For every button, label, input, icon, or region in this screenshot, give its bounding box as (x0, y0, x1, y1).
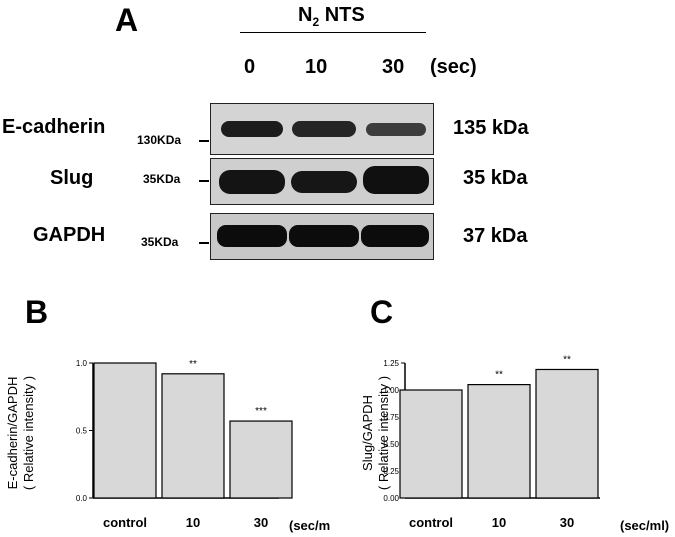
chart-c-xunit: (sec/ml) (620, 518, 669, 533)
chart-c-ytick-label: 0.50 (383, 440, 399, 449)
chart-c-ytick-label: 0.00 (383, 494, 399, 503)
treatment-subscript: 2 (312, 15, 320, 29)
blot-gapdh (210, 213, 434, 260)
chart-b-xtick-label: 10 (186, 515, 200, 530)
chart-b-ytick-label: 1.0 (76, 359, 88, 368)
chart-c-ytick-label: 1.25 (383, 359, 399, 368)
marker-label-gapdh: 35KDa (141, 235, 179, 249)
chart-c-xtick-label: control (409, 515, 453, 530)
chart-b-significance-label: *** (255, 406, 267, 417)
chart-b-bar (93, 362, 157, 499)
blot-ecadherin (210, 103, 434, 155)
treatment-bracket-line (240, 32, 426, 33)
chart-b-bar (161, 373, 225, 499)
chart-b-ytick-label: 0.0 (76, 494, 88, 503)
band-ecadherin-10 (292, 121, 356, 137)
chart-b-ylabel: E-cadherin/GAPDH ( Relative intensity ) (5, 376, 36, 490)
chart-b-significance-label: ** (189, 359, 197, 370)
chart-c-ylabel: Slug/GAPDH ( Relative intensity ) (360, 376, 391, 490)
chart-b-bar (229, 420, 293, 499)
band-ecadherin-30 (366, 123, 426, 136)
protein-label-gapdh: GAPDH (33, 224, 106, 246)
band-slug-10 (291, 171, 357, 193)
panel-c-letter: C (370, 294, 394, 330)
chart-c: Slug/GAPDH ( Relative intensity ) 0.00 0.… (360, 354, 669, 533)
band-slug-0 (219, 170, 285, 194)
marker-label-ecadherin: 130KDa (137, 133, 182, 147)
treatment-label: N2 NTS (298, 4, 365, 29)
treatment-main: N (298, 4, 313, 26)
band-gapdh-10 (289, 225, 359, 247)
panel-b-letter: B (25, 294, 49, 330)
chart-b: E-cadherin/GAPDH ( Relative intensity ) … (5, 359, 330, 533)
blot-slug (210, 158, 434, 205)
chart-c-bar (399, 389, 463, 499)
chart-c-significance-label: ** (563, 354, 571, 365)
chart-b-ytick-label: 0.5 (76, 427, 88, 436)
chart-c-ytick-label: 0.75 (383, 413, 399, 422)
chart-b-xtick-label: 30 (254, 515, 268, 530)
chart-c-bar (535, 368, 599, 499)
size-label-ecadherin: 135 kDa (453, 117, 529, 139)
marker-label-slug: 35KDa (143, 172, 181, 186)
chart-c-ytick-label: 1.00 (383, 386, 399, 395)
chart-c-ytick-label: 0.25 (383, 467, 399, 476)
chart-b-xunit: (sec/ml) (289, 518, 330, 533)
size-label-slug: 35 kDa (463, 167, 528, 189)
protein-label-slug: Slug (50, 167, 94, 189)
chart-c-ylabel-2: ( Relative intensity ) (376, 376, 391, 490)
chart-c-bar (467, 383, 531, 499)
condition-unit: (sec) (430, 56, 477, 78)
protein-label-ecadherin: E-cadherin (2, 116, 106, 138)
band-gapdh-0 (217, 225, 287, 247)
marker-tick-gapdh (199, 242, 209, 244)
chart-b-ylabel-2: ( Relative intensity ) (21, 376, 36, 490)
treatment-rest: NTS (319, 4, 365, 26)
band-slug-30 (363, 166, 429, 194)
band-ecadherin-0 (221, 121, 283, 137)
size-label-gapdh: 37 kDa (463, 225, 528, 247)
condition-30: 30 (382, 56, 405, 78)
chart-c-significance-label: ** (495, 370, 503, 381)
chart-b-xtick-label: control (103, 515, 147, 530)
chart-c-xtick-label: 30 (560, 515, 574, 530)
condition-10: 10 (305, 56, 328, 78)
condition-0: 0 (244, 56, 256, 78)
chart-c-xtick-label: 10 (492, 515, 506, 530)
chart-c-ylabel-1: Slug/GAPDH (360, 395, 375, 471)
panel-a-letter: A (115, 2, 139, 38)
marker-tick-ecadherin (199, 140, 209, 142)
marker-tick-slug (199, 180, 209, 182)
band-gapdh-30 (361, 225, 429, 247)
chart-b-ylabel-1: E-cadherin/GAPDH (5, 377, 20, 490)
